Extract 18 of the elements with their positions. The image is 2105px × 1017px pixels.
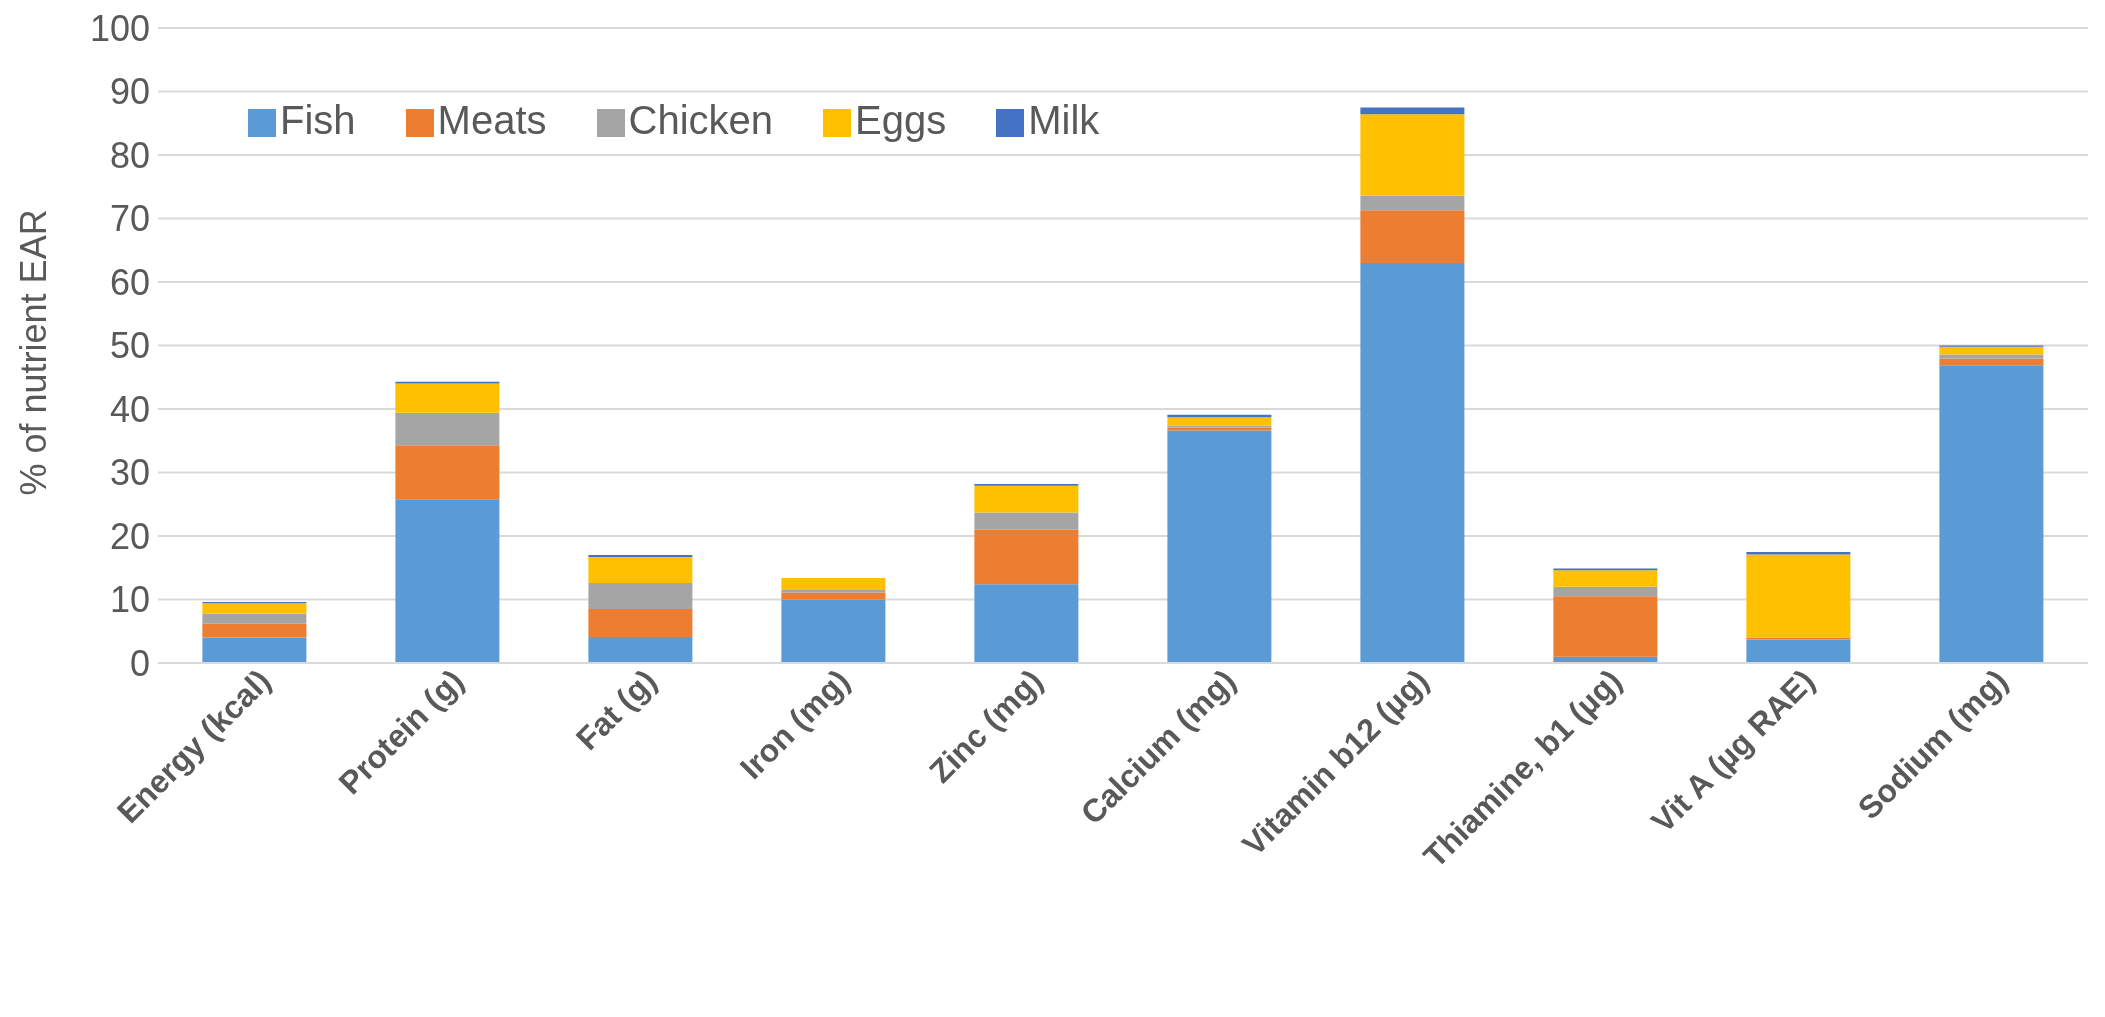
y-tick-label: 50 (109, 325, 150, 367)
y-tick-label: 0 (129, 642, 150, 684)
legend-label: Fish (280, 98, 356, 142)
y-tick-label: 80 (109, 134, 150, 176)
legend-label: Eggs (855, 98, 947, 142)
legend-label: Meats (437, 98, 547, 142)
y-tick-label: 90 (109, 71, 150, 113)
y-axis-title: % of nutrient EAR (12, 209, 54, 496)
y-tick-label: 60 (109, 261, 150, 303)
y-tick-label: 20 (109, 515, 150, 557)
y-tick-label: 100 (89, 7, 150, 49)
legend-label: Milk (1028, 98, 1100, 142)
y-tick-label: 70 (109, 198, 150, 240)
y-tick-label: 30 (109, 452, 150, 494)
legend-label: Chicken (628, 98, 774, 142)
x-tick-label: Fat (g) (568, 662, 664, 758)
y-tick-label: 40 (109, 388, 150, 430)
y-tick-label: 10 (109, 579, 150, 621)
